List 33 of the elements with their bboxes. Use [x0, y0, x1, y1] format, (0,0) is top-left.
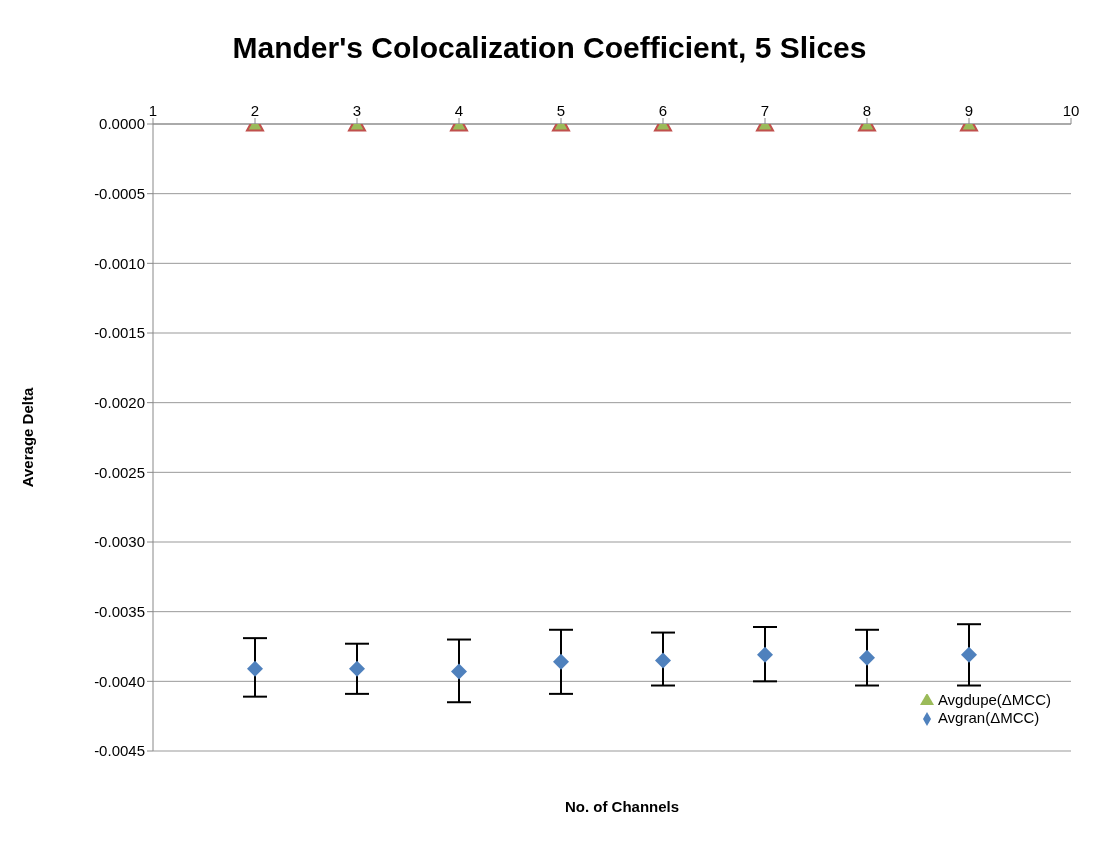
- y-tick-label: -0.0035: [94, 602, 145, 620]
- x-tick-label: 5: [556, 102, 566, 119]
- point: [451, 663, 467, 680]
- y-tick-label: -0.0045: [94, 742, 145, 760]
- y-tick-label: -0.0010: [94, 254, 145, 272]
- y-axis-title: Average Delta: [19, 387, 37, 488]
- chart-title: Mander's Colocalization Coefficient, 5 Slices: [231, 30, 868, 66]
- x-tick-label: 4: [454, 102, 464, 119]
- point: [859, 649, 875, 666]
- legend-label: Avgran(ΔMCC): [937, 709, 1040, 726]
- point: [553, 653, 569, 670]
- x-tick-label: 3: [352, 102, 362, 119]
- x-tick-label: 9: [964, 102, 974, 119]
- y-tick-label: -0.0040: [94, 672, 145, 690]
- legend-label: Avgdupe(ΔMCC): [937, 691, 1051, 708]
- y-tick-label: -0.0020: [94, 393, 145, 411]
- x-tick-label: 7: [760, 102, 770, 119]
- y-tick-label: 0.0000: [99, 115, 145, 133]
- x-tick-label: 6: [658, 102, 668, 119]
- point: [757, 646, 773, 663]
- point: [247, 660, 263, 677]
- point: [961, 646, 977, 663]
- point: [349, 660, 365, 677]
- x-tick-label: 2: [250, 102, 260, 119]
- x-tick-label: 10: [1062, 102, 1080, 119]
- y-tick-label: -0.0015: [94, 324, 145, 342]
- x-tick-label: 8: [862, 102, 872, 119]
- y-tick-label: -0.0030: [94, 533, 145, 551]
- x-axis-title: No. of Channels: [563, 798, 681, 815]
- y-tick-label: -0.0005: [94, 184, 145, 202]
- y-tick-label: -0.0025: [94, 463, 145, 481]
- x-tick-label: 1: [148, 102, 158, 119]
- point: [655, 652, 671, 669]
